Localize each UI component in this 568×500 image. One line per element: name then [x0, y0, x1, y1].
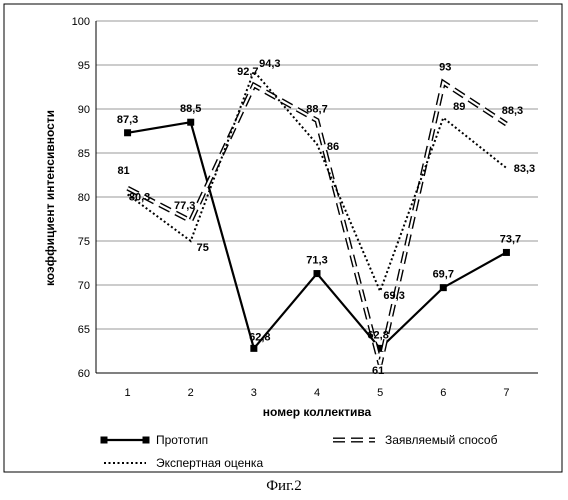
- x-tick-label: 5: [377, 387, 383, 399]
- legend-item-1: Прототип: [101, 433, 209, 447]
- y-tick-label: 100: [72, 16, 90, 28]
- legend-label: Экспертная оценка: [156, 456, 263, 470]
- y-tick-label: 70: [78, 280, 90, 292]
- x-tick-labels: 1 2 3 4 5 6 7: [125, 387, 510, 399]
- data-label: 61: [372, 365, 384, 377]
- legend-label: Заявляемый способ: [385, 433, 498, 447]
- y-tick-label: 90: [78, 104, 90, 116]
- legend: Прототип Заявляемый способ Экспертная оцен…: [101, 433, 498, 470]
- x-tick-label: 7: [503, 387, 509, 399]
- data-label: 62,8: [367, 329, 388, 341]
- x-axis-title: номер коллектива: [263, 405, 372, 419]
- series-2-line: [128, 83, 507, 365]
- y-tick-label: 75: [78, 236, 90, 248]
- data-label: 81: [117, 165, 129, 177]
- series-1-marker: [187, 119, 194, 126]
- y-tick-labels: 60 65 70 75 80 85 90 95 100: [72, 16, 90, 380]
- data-label: 89: [453, 101, 465, 113]
- data-label: 83,3: [514, 163, 535, 175]
- data-label: 80,3: [129, 191, 150, 203]
- y-tick-label: 80: [78, 192, 90, 204]
- data-label: 69,7: [433, 269, 454, 281]
- series-1-marker: [503, 249, 510, 256]
- y-tick-label: 85: [78, 148, 90, 160]
- data-label: 86: [327, 141, 339, 153]
- x-tick-label: 1: [125, 387, 131, 399]
- data-label: 88,5: [180, 103, 201, 115]
- data-label: 92,7: [237, 66, 258, 78]
- x-tick-label: 2: [188, 387, 194, 399]
- data-label: 71,3: [306, 255, 327, 267]
- x-tick-label: 4: [314, 387, 320, 399]
- data-label: 69,3: [383, 290, 404, 302]
- data-label: 73,7: [500, 233, 521, 245]
- data-label: 77,3: [174, 200, 195, 212]
- legend-item-2: Заявляемый способ: [333, 433, 498, 447]
- series-1-line: [128, 122, 507, 348]
- series-1-marker: [314, 270, 321, 277]
- series-1-marker: [440, 284, 447, 291]
- y-tick-label: 95: [78, 60, 90, 72]
- data-label: 94,3: [259, 58, 280, 70]
- data-label: 62,8: [249, 331, 270, 343]
- x-tick-label: 3: [251, 387, 257, 399]
- x-tick-label: 6: [440, 387, 446, 399]
- figure-caption: Фиг.2: [0, 478, 568, 495]
- data-label: 88,3: [502, 105, 523, 117]
- legend-swatch-1-marker: [101, 437, 108, 444]
- legend-item-3: Экспертная оценка: [104, 456, 263, 470]
- legend-swatch-1-marker: [143, 437, 150, 444]
- data-label: 75: [197, 242, 209, 254]
- y-tick-label: 60: [78, 368, 90, 380]
- y-axis-title: коэффициент интенсивности: [43, 110, 57, 286]
- y-tick-label: 65: [78, 324, 90, 336]
- series-1-marker: [124, 129, 131, 136]
- legend-label: Прототип: [156, 433, 208, 447]
- data-label: 88,7: [306, 103, 327, 115]
- data-label: 93: [439, 62, 451, 74]
- series-2: [128, 83, 507, 365]
- gridlines: [96, 21, 538, 373]
- data-label: 87,3: [117, 114, 138, 126]
- series-1-marker: [250, 345, 257, 352]
